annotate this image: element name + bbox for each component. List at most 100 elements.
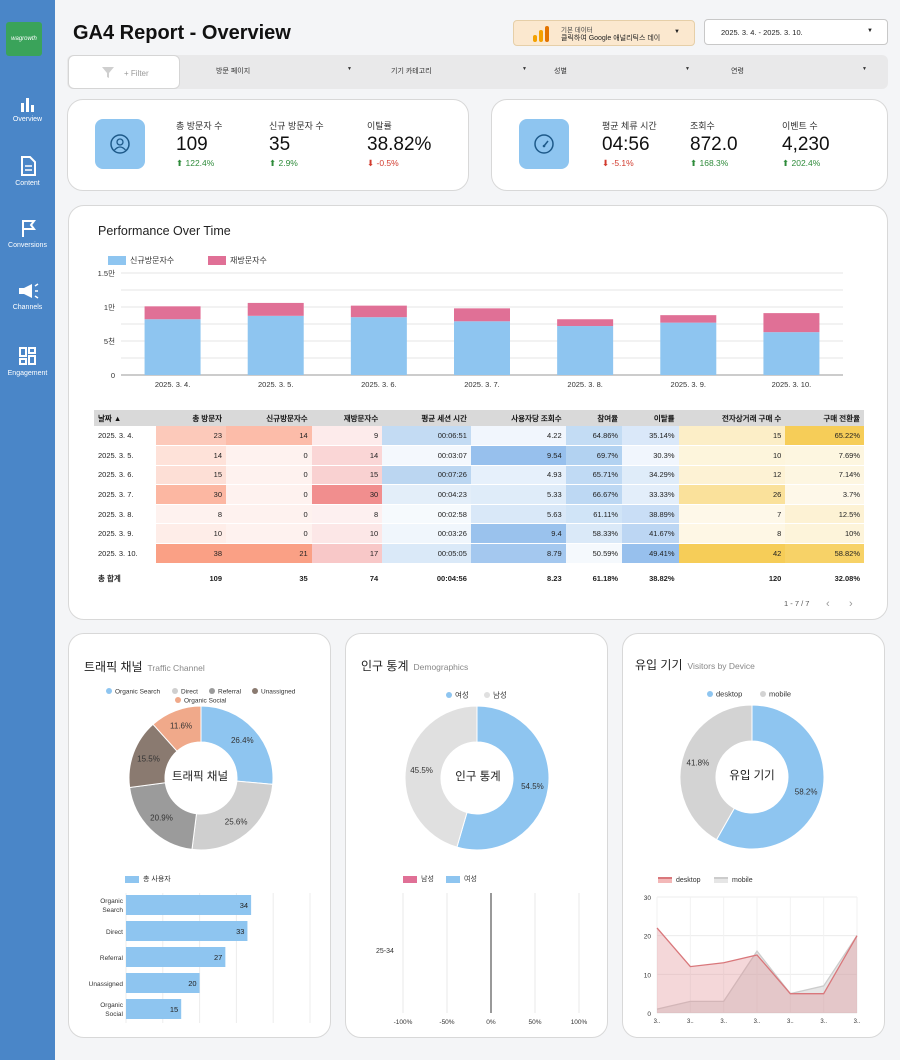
line-desktop <box>656 927 858 995</box>
slice-value-label: 15.5% <box>137 755 160 764</box>
landing-page-dropdown[interactable]: 방문 페이지 ▼ <box>200 55 360 89</box>
column-header[interactable]: 재방문자수 <box>311 410 383 426</box>
donut-slice <box>715 704 825 850</box>
value-cell: 61.11% <box>565 504 623 525</box>
filter-icon <box>102 67 114 78</box>
add-filter-button[interactable]: + Filter <box>68 55 180 89</box>
performance-title: Performance Over Time <box>98 224 231 238</box>
device-category-dropdown[interactable]: 기기 카테고리 ▼ <box>375 55 535 89</box>
sidebar-item-label: Overview <box>12 116 43 123</box>
value-cell: 15 <box>311 465 383 486</box>
bar-returning-visitors <box>454 308 510 322</box>
table-row[interactable]: 2025. 3. 8. 8 0 8 00:02:58 5.63 61.11% 38.89% 7 1… <box>94 504 864 525</box>
performance-chart: 0 5천 1만 1.5만 2025. 3. 4. 2025. 3. 5. 2025. 3. … <box>98 269 843 389</box>
column-header[interactable]: 총 방문자 <box>156 410 227 426</box>
column-header[interactable]: 이탈률 <box>622 410 679 426</box>
value-cell: 14 <box>226 426 312 447</box>
chevron-down-icon: ▼ <box>685 66 690 72</box>
x-tick-label: 3.. <box>687 1019 694 1025</box>
bar-category-label: Referral <box>100 955 124 962</box>
column-header[interactable]: 평균 세션 시간 <box>382 410 471 426</box>
total-cell: 38.82% <box>649 573 675 583</box>
value-cell: 42 <box>678 543 786 564</box>
kpi-label: 총 방문자 수 <box>176 121 223 131</box>
gender-dropdown[interactable]: 성별 ▼ <box>540 55 700 89</box>
legend-new-visitors[interactable]: 신규방문자수 <box>108 255 174 266</box>
value-cell: 0 <box>226 523 312 545</box>
sidebar-item-channels[interactable]: Channels <box>0 282 55 311</box>
date-cell: 2025. 3. 9. <box>94 523 157 545</box>
age-dropdown[interactable]: 연령 ▼ <box>715 55 875 89</box>
value-cell: 30 <box>156 484 227 505</box>
total-cell: 74 <box>369 573 379 583</box>
value-cell: 7 <box>678 504 786 525</box>
column-header[interactable]: 구매 전환율 <box>785 410 864 426</box>
value-cell: 00:04:23 <box>382 484 471 505</box>
sidebar-item-content[interactable]: Content <box>0 156 55 187</box>
sidebar-item-engagement[interactable]: Engagement <box>0 346 55 377</box>
data-source-selector[interactable]: 기본 데이터 클릭하여 Google 애널리틱스 데이 ▼ <box>513 20 695 46</box>
bar-returning-visitors <box>660 315 717 323</box>
value-cell: 8 <box>156 504 227 525</box>
bar-returning-visitors <box>247 302 304 316</box>
bar-new-visitors <box>247 315 304 375</box>
value-cell: 34.29% <box>622 465 679 486</box>
date-range-picker[interactable]: 2025. 3. 4. - 2025. 3. 10. ▼ <box>704 19 888 45</box>
kpi-pageviews: 조회수 872.0 ⬆ 168.3% <box>690 119 738 169</box>
total-cell: 61.18% <box>592 573 619 583</box>
table-row[interactable]: 2025. 3. 5. 14 0 14 00:03:07 9.54 69.7% 30.3% 10… <box>94 445 864 466</box>
next-page-button[interactable]: › <box>849 598 853 610</box>
slice-value-label: 41.8% <box>687 759 710 768</box>
value-cell: 69.7% <box>565 445 623 466</box>
value-cell: 30.3% <box>622 445 679 466</box>
date-sort-header[interactable]: 날짜 ▲ <box>94 410 157 426</box>
value-cell: 58.33% <box>565 523 623 545</box>
legend-label: 남성 <box>493 691 507 700</box>
value-cell: 10 <box>156 523 227 545</box>
sidebar-item-conversions[interactable]: Conversions <box>0 218 55 249</box>
brand-logo[interactable]: wagrowth <box>6 22 42 56</box>
date-range-text: 2025. 3. 4. - 2025. 3. 10. <box>721 28 803 37</box>
value-cell: 50.59% <box>565 543 623 564</box>
x-tick-label: 3.. <box>654 1019 661 1025</box>
donut-slice <box>404 705 478 848</box>
sidebar: wagrowth Overview Content Conversions Ch… <box>0 0 55 1060</box>
demographics-donut-center: 인구 통계 <box>455 771 501 783</box>
y-tick-label: 10 <box>644 972 652 979</box>
sidebar-item-overview[interactable]: Overview <box>0 96 55 123</box>
bar-new-visitors <box>144 319 201 375</box>
legend-dot <box>484 692 490 698</box>
chevron-down-icon: ▼ <box>674 29 680 35</box>
column-header[interactable]: 참여율 <box>565 410 623 426</box>
value-cell: 5.33 <box>470 484 566 505</box>
value-cell: 58.82% <box>785 543 864 564</box>
column-header[interactable]: 전자상거래 구매 수 <box>678 410 786 426</box>
column-header[interactable]: 신규방문자수 <box>226 410 312 426</box>
legend-total-users: 총 사용자 <box>125 874 171 884</box>
y-tick-label: 0 <box>111 371 115 380</box>
table-row[interactable]: 2025. 3. 10. 38 21 17 00:05:05 8.79 50.59% 49.4… <box>94 543 864 564</box>
horizontal-bar <box>126 947 226 967</box>
table-row[interactable]: 2025. 3. 7. 30 0 30 00:04:23 5.33 66.67% 33.33%… <box>94 484 864 505</box>
value-cell: 8 <box>678 523 786 545</box>
prev-page-button[interactable]: ‹ <box>826 598 830 610</box>
value-cell: 10 <box>311 523 383 545</box>
table-row[interactable]: 2025. 3. 6. 15 0 15 00:07:26 4.93 65.71% 34.29%… <box>94 465 864 486</box>
value-cell: 14 <box>311 445 383 466</box>
legend-dot <box>175 697 181 703</box>
device-donut-center: 유입 기기 <box>729 770 775 782</box>
kpi-value: 04:56 <box>602 134 650 155</box>
x-tick-label: 3.. <box>787 1019 794 1025</box>
legend-returning-visitors[interactable]: 재방문자수 <box>208 255 267 266</box>
value-cell: 0 <box>226 445 312 466</box>
kpi-value: 109 <box>176 134 208 155</box>
kpi-bounce-rate: 이탈률 38.82% ⬇ -0.5% <box>367 119 431 169</box>
table-row[interactable]: 2025. 3. 4. 23 14 9 00:06:51 4.22 64.86% 35.14%… <box>94 426 864 447</box>
bar-new-visitors <box>763 332 820 375</box>
bar-category-label: Unassigned <box>89 981 124 988</box>
table-row[interactable]: 2025. 3. 9. 10 0 10 00:03:26 9.4 58.33% 41.67% 8… <box>94 523 864 545</box>
legend-label: mobile <box>769 690 791 699</box>
legend-desktop-line: desktop <box>658 877 701 884</box>
column-header[interactable]: 사용자당 조회수 <box>470 410 566 426</box>
date-cell: 2025. 3. 8. <box>94 504 157 525</box>
